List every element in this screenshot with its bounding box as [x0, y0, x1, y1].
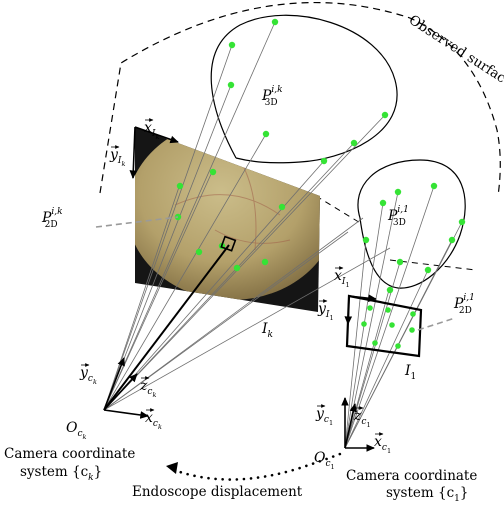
- label-z-camera-k: zck: [139, 376, 156, 399]
- svg-text:yIk: yIk: [109, 147, 125, 168]
- camera-k-x-axis: [103, 409, 149, 419]
- observed-surface-boundary: [99, 1, 501, 197]
- caption-camera-k-line2: system {ck}: [20, 464, 102, 483]
- ellipse-points-1: [357, 159, 466, 289]
- caption-camera-1-line2: system {c1}: [386, 485, 468, 504]
- optical-axis-k: [103, 244, 230, 411]
- ellipse-points-k: [210, 14, 398, 164]
- camera-k-y-axis: [103, 357, 125, 411]
- label-x-camera-k: xck: [145, 408, 162, 431]
- camera-k-z-axis: [103, 373, 138, 411]
- points-3d-1: [362, 182, 466, 294]
- svg-text:xIk: xIk: [144, 120, 159, 141]
- label-image-1: I1: [404, 363, 416, 382]
- image-plane-1: [345, 294, 423, 358]
- label-x-camera-1: xc1: [374, 432, 391, 455]
- svg-text:zck: zck: [139, 378, 156, 399]
- surface-inner-boundary: [315, 195, 477, 271]
- leader-p2d-k: [95, 216, 179, 228]
- svg-text:yck: yck: [79, 365, 97, 386]
- label-x-image-k: xIk: [144, 118, 159, 141]
- svg-text:yc1: yc1: [315, 406, 333, 427]
- svg-text:xc1: xc1: [374, 434, 391, 455]
- camera-1-z-axis: [344, 403, 358, 449]
- label-origin-camera-k: Ock: [66, 420, 87, 441]
- displacement-arrowhead: [166, 462, 178, 474]
- label-p3d-1: Pi,1 3D: [387, 205, 409, 228]
- caption-camera-1-line1: Camera coordinate: [346, 468, 477, 484]
- points-3d-k: [227, 18, 389, 165]
- label-x-image-1: xI1: [334, 266, 350, 289]
- caption-camera-k-line1: Camera coordinate: [4, 446, 135, 462]
- label-p2d-1: Pi,1 2D: [453, 293, 475, 316]
- y-axis-image-k: [129, 126, 138, 179]
- observed-surface-label: Observed surface: [406, 12, 504, 91]
- label-y-image-1: yI1: [317, 299, 334, 322]
- y-axis-image-1: [344, 295, 353, 325]
- image-plane-k: [135, 127, 320, 312]
- principal-point-k: [220, 235, 237, 252]
- label-p3d-k: Pi,k 3D: [261, 85, 283, 108]
- svg-text:xck: xck: [145, 410, 162, 431]
- label-origin-camera-1: Oc1: [314, 450, 335, 471]
- label-p2d-k: Pi,k 2D: [41, 207, 63, 230]
- label-image-k: Ik: [261, 321, 273, 340]
- svg-text:zc1: zc1: [353, 408, 371, 429]
- x-axis-image-1: [348, 294, 377, 302]
- x-axis-image-k: [134, 126, 179, 144]
- leader-p2d-1: [417, 317, 456, 331]
- svg-text:xI1: xI1: [334, 268, 350, 289]
- label-y-image-k: yIk: [109, 145, 125, 168]
- caption-displacement: Endoscope displacement: [132, 484, 303, 500]
- label-z-camera-1: zc1: [353, 406, 371, 429]
- label-y-camera-1: yc1: [315, 404, 333, 427]
- rays-camera-k: [103, 21, 391, 411]
- svg-text:yI1: yI1: [317, 301, 334, 322]
- label-y-camera-k: yck: [79, 363, 97, 386]
